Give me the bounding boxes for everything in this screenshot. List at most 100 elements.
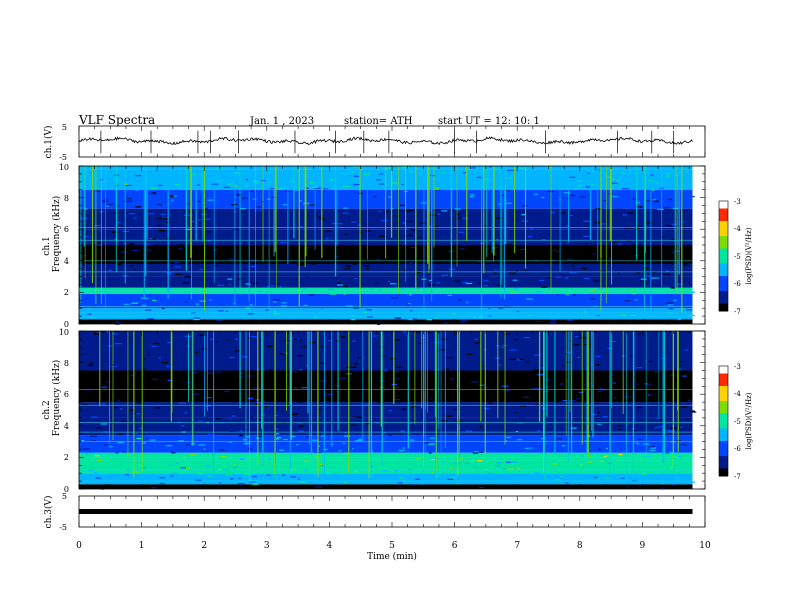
ch2-texture-pixel	[315, 486, 322, 488]
ch1-texture-pixel	[435, 187, 439, 189]
ch1-texture-pixel	[458, 231, 465, 233]
ch1-texture-pixel	[89, 309, 97, 312]
ch1-texture-pixel	[270, 285, 275, 287]
ch1-texture-pixel	[84, 208, 88, 210]
ch2-texture-pixel	[594, 402, 598, 405]
ch1-texture-pixel	[615, 254, 623, 256]
ch1-texture-pixel	[441, 171, 446, 174]
ch1-texture-pixel	[605, 270, 610, 272]
ch1-texture-pixel	[418, 319, 423, 322]
ch1-texture-pixel	[149, 205, 155, 207]
ch2-texture-pixel	[377, 364, 381, 367]
ch2-texture-pixel	[394, 339, 401, 341]
ch2-texture-pixel	[552, 463, 558, 465]
ch2-texture-pixel	[597, 448, 602, 450]
ch1-texture-pixel	[157, 217, 163, 220]
ch2-texture-pixel	[311, 439, 318, 441]
ch2-texture-pixel	[102, 403, 106, 405]
ch1-texture-pixel	[426, 175, 433, 177]
ch2-texture-pixel	[349, 440, 356, 442]
ch2-texture-pixel	[551, 485, 558, 487]
ch2-texture-pixel	[523, 336, 530, 339]
ch1-band	[79, 293, 693, 309]
ch2-texture-pixel	[519, 416, 524, 418]
ch1-texture-pixel	[565, 225, 570, 227]
ch1-texture-pixel	[353, 183, 360, 186]
ch1-texture-pixel	[133, 217, 137, 219]
ch1-texture-pixel	[102, 180, 107, 182]
ch2-texture-pixel	[103, 444, 107, 446]
ch2-texture-pixel	[562, 365, 565, 367]
ch1-texture-pixel	[216, 319, 222, 322]
ch2-colorbar-step	[719, 461, 728, 464]
ch1-texture-pixel	[192, 166, 199, 168]
ch1-colorbar-step	[719, 231, 728, 234]
ch2-texture-pixel	[582, 382, 585, 384]
ch1-texture-pixel	[184, 276, 191, 278]
ch1-texture-pixel	[346, 291, 353, 293]
ch2-texture-pixel	[466, 454, 470, 456]
ch2-texture-pixel	[296, 444, 299, 446]
x-axis-tick-label: 8	[577, 541, 583, 551]
ch1-texture-pixel	[272, 299, 280, 301]
ch2-colorbar-tick: -4	[734, 390, 741, 398]
ch2-texture-pixel	[430, 487, 436, 490]
ch1-texture-pixel	[149, 186, 156, 188]
ch1-texture-pixel	[410, 310, 413, 312]
ch1-texture-pixel	[218, 310, 224, 312]
ch3-waveform-ylabel: ch.3(V)	[43, 496, 54, 529]
ch1-texture-pixel	[569, 263, 572, 265]
ch3-waveform-ytick-bottom: -5	[59, 523, 67, 532]
ch1-texture-pixel	[189, 257, 196, 260]
ch2-texture-pixel	[298, 430, 305, 432]
ch2-texture-pixel	[250, 423, 257, 425]
ch1-texture-pixel	[228, 258, 235, 260]
ch1-texture-pixel	[363, 266, 369, 268]
ch1-texture-pixel	[666, 224, 673, 227]
ch1-texture-pixel	[135, 206, 142, 208]
ch1-texture-pixel	[342, 212, 349, 214]
ch2-texture-pixel	[543, 457, 551, 459]
ch1-texture-pixel	[526, 232, 530, 235]
ch2-texture-pixel	[492, 435, 497, 438]
ch1-texture-pixel	[393, 258, 397, 260]
ch1-texture-pixel	[468, 212, 474, 214]
ch1-texture-pixel	[258, 282, 263, 284]
ch2-texture-pixel	[191, 372, 198, 374]
ch2-texture-pixel	[499, 439, 506, 442]
ch2-texture-pixel	[299, 413, 306, 415]
ch2-texture-pixel	[383, 369, 388, 371]
ch2-texture-pixel	[474, 338, 478, 340]
ch2-texture-pixel	[472, 452, 478, 454]
ch2-texture-pixel	[161, 362, 168, 364]
ch1-texture-pixel	[150, 187, 154, 189]
ch1-texture-pixel	[606, 301, 609, 303]
ch1-texture-pixel	[120, 251, 127, 253]
ch2-texture-pixel	[472, 476, 476, 478]
ch2-texture-pixel	[625, 424, 629, 426]
ch1-texture-pixel	[193, 176, 198, 178]
ch2-texture-pixel	[602, 347, 608, 349]
ch1-ytick-label: 2	[64, 288, 69, 297]
ch1-texture-pixel	[489, 310, 496, 313]
ch2-texture-pixel	[680, 360, 684, 363]
ch1-texture-pixel	[365, 230, 371, 232]
ch2-texture-pixel	[343, 378, 351, 380]
ch2-texture-pixel	[409, 422, 413, 424]
ch2-colorbar-step	[719, 443, 728, 447]
ch1-texture-pixel	[273, 301, 277, 303]
ch1-texture-pixel	[628, 304, 636, 307]
ch2-colorbar-step	[719, 463, 728, 467]
ch2-texture-pixel	[667, 474, 673, 477]
ch2-texture-pixel	[290, 435, 296, 438]
ch2-colorbar-step	[719, 451, 728, 454]
ch1-texture-pixel	[266, 286, 269, 288]
ch2-texture-pixel	[643, 433, 650, 435]
ch1-texture-pixel	[651, 187, 655, 190]
ch2-texture-pixel	[552, 437, 559, 440]
ch1-texture-pixel	[524, 269, 527, 271]
ch1-texture-pixel	[145, 243, 150, 245]
ch2-texture-pixel	[112, 411, 119, 413]
ch2-texture-pixel	[228, 383, 236, 385]
ch1-texture-pixel	[585, 270, 592, 272]
